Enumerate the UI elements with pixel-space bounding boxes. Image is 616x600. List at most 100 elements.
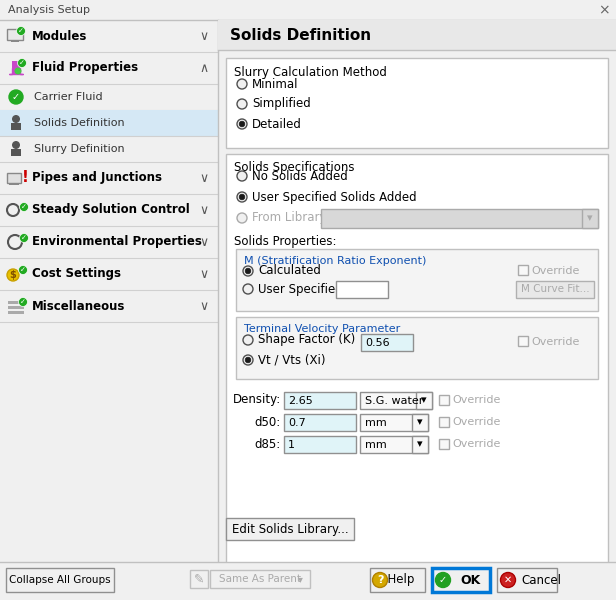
Text: mm: mm [365,418,387,427]
Bar [236,249,598,311]
Text: Override: Override [452,395,500,405]
Text: 0.7: 0.7 [288,418,306,427]
Circle shape [239,121,245,127]
Text: Same As Parent: Same As Parent [219,574,301,584]
Circle shape [18,298,28,307]
Bar [190,570,208,588]
Circle shape [17,58,26,67]
Circle shape [239,194,245,200]
Polygon shape [9,68,23,74]
Bar [284,436,356,453]
Bar [8,306,24,309]
Bar [516,281,594,298]
Text: OK: OK [460,574,480,587]
Text: Edit Solids Library...: Edit Solids Library... [232,523,348,535]
Bar [210,570,310,588]
Text: 1: 1 [288,439,295,449]
Text: Analysis Setup: Analysis Setup [8,5,90,15]
Bar [8,301,24,304]
Circle shape [237,79,247,89]
Bar [7,173,21,183]
Circle shape [243,266,253,276]
Bar [497,568,557,592]
Bar [236,317,598,379]
Bar [8,311,24,314]
Bar [284,392,356,409]
Text: ✓: ✓ [20,299,26,305]
Text: ✓: ✓ [21,204,27,210]
Text: Minimal: Minimal [252,77,299,91]
Circle shape [243,335,253,345]
Bar [416,392,432,409]
Circle shape [237,213,247,223]
Bar [218,20,616,50]
Text: Slurry Definition: Slurry Definition [34,144,124,154]
Text: No Solids Added: No Solids Added [252,169,348,182]
Bar [336,281,388,298]
Bar [0,110,218,136]
Bar [412,436,428,453]
Text: ?: ? [377,575,383,585]
Text: M Curve Fit...: M Curve Fit... [521,284,590,295]
Text: ▾: ▾ [421,395,427,406]
Circle shape [7,269,19,281]
Bar [9,183,19,185]
Text: Vt / Vts (Xi): Vt / Vts (Xi) [258,353,325,367]
Bar [0,0,616,20]
Text: ×: × [598,3,610,17]
Text: Solids Definition: Solids Definition [230,28,371,43]
Circle shape [20,202,28,211]
Bar [582,209,598,228]
Bar [7,29,23,40]
Text: From Library: From Library [252,211,326,224]
Bar [11,40,19,42]
Text: ∨: ∨ [200,268,209,280]
Text: Cost Settings: Cost Settings [32,268,121,280]
Circle shape [237,119,247,129]
Text: Fluid Properties: Fluid Properties [32,61,138,74]
Bar [11,149,21,156]
Bar [12,61,20,68]
Bar [412,414,428,431]
Text: Collapse All Groups: Collapse All Groups [9,575,111,585]
Bar [518,336,528,346]
Text: User Specified Solids Added: User Specified Solids Added [252,191,416,203]
Text: Simplified: Simplified [252,97,310,110]
Text: ▾: ▾ [298,574,302,584]
Bar [0,20,218,562]
Text: d50:: d50: [255,415,281,428]
Bar [439,417,449,427]
Text: Solids Specifications: Solids Specifications [234,161,354,174]
Text: !: ! [22,170,28,185]
Bar [218,20,616,562]
Bar [439,395,449,405]
Bar [360,414,428,431]
Bar [439,439,449,449]
Circle shape [373,572,387,587]
Bar [226,58,608,148]
Text: Carrier Fluid: Carrier Fluid [34,92,103,102]
Circle shape [245,357,251,363]
Bar [6,568,114,592]
Bar [226,518,354,540]
Bar [0,562,616,600]
Circle shape [12,115,20,123]
Text: User Specified: User Specified [258,283,342,295]
Text: ✓: ✓ [21,235,27,241]
Text: Density:: Density: [233,394,281,407]
Text: mm: mm [365,439,387,449]
Text: ✓: ✓ [19,60,25,66]
Circle shape [20,233,28,242]
Circle shape [243,284,253,294]
Circle shape [17,26,25,35]
Text: $: $ [10,270,17,280]
Text: d85:: d85: [255,437,281,451]
Text: Miscellaneous: Miscellaneous [32,299,126,313]
Circle shape [500,572,516,587]
Circle shape [245,268,251,274]
Text: ∧: ∧ [200,61,209,74]
Bar [518,265,528,275]
Text: ✓: ✓ [18,28,24,34]
Circle shape [243,355,253,365]
Bar [226,154,608,584]
